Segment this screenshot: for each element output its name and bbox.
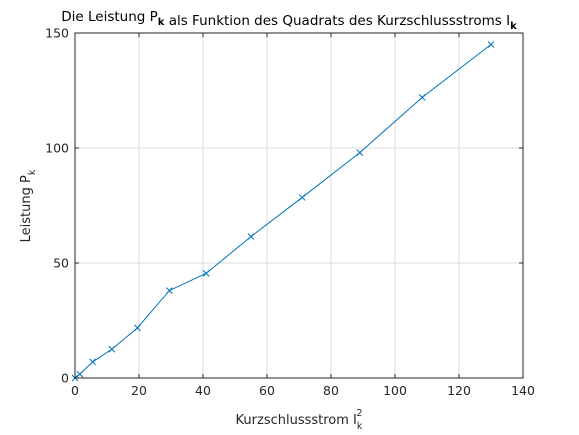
data-point-marker [166,287,173,294]
x-axis-label: Kurzschlussstrom Ik 2 [236,408,363,432]
marker-stroke [202,269,210,277]
tick-labels: 0 20 40 60 80 100 120 140 0 50 100 150 [45,26,535,399]
grid-lines [75,33,523,378]
data-point-marker [76,370,84,378]
x-tick-label: 60 [259,383,275,398]
title-subscript: k [158,17,165,28]
data-point-marker [247,233,255,240]
title-subscript: k [510,21,517,32]
y-label-subscript: k [27,169,38,175]
data-point-marker [108,345,116,353]
tick-marks [74,32,524,379]
marker-stroke [356,149,364,156]
marker-stroke [166,287,173,294]
x-label-subscript: k [357,421,363,432]
y-tick-label: 100 [45,141,69,156]
data-point-marker [356,149,364,156]
x-label-base: Kurzschlussstrom I [236,413,357,428]
chart-title: Die Leistung Pk als Funktion des Quadrat… [61,9,517,32]
y-tick-label: 0 [61,371,69,386]
marker-stroke [247,233,255,240]
marker-stroke [76,370,84,378]
x-tick-label: 40 [195,383,211,398]
x-tick-label: 20 [131,383,147,398]
y-tick-label: 50 [53,256,69,271]
marker-stroke [89,358,96,366]
title-segment: als Funktion des Quadrats des Kurzschlus… [164,13,510,29]
y-tick-label: 150 [45,26,69,41]
x-tick-label: 120 [447,383,471,398]
data-point-marker [298,194,306,201]
title-segment: Die Leistung P [61,9,158,25]
data-point-marker [89,358,96,366]
x-tick-label: 80 [323,383,339,398]
marker-stroke [134,324,141,332]
data-point-marker [418,94,426,101]
y-axis-label: Leistung Pk [19,169,38,242]
x-tick-label: 140 [511,383,535,398]
data-point-marker [202,269,210,277]
x-label-superscript: 2 [356,408,362,419]
marker-stroke [298,194,306,201]
x-tick-label: 100 [383,383,407,398]
data-point-marker [487,41,495,48]
y-label-base: Leistung P [19,175,34,242]
marker-stroke [487,41,495,48]
marker-stroke [108,345,116,353]
data-point-marker [134,324,141,332]
axes-box [74,32,524,379]
marker-stroke [418,94,426,101]
x-tick-label: 0 [71,383,79,398]
